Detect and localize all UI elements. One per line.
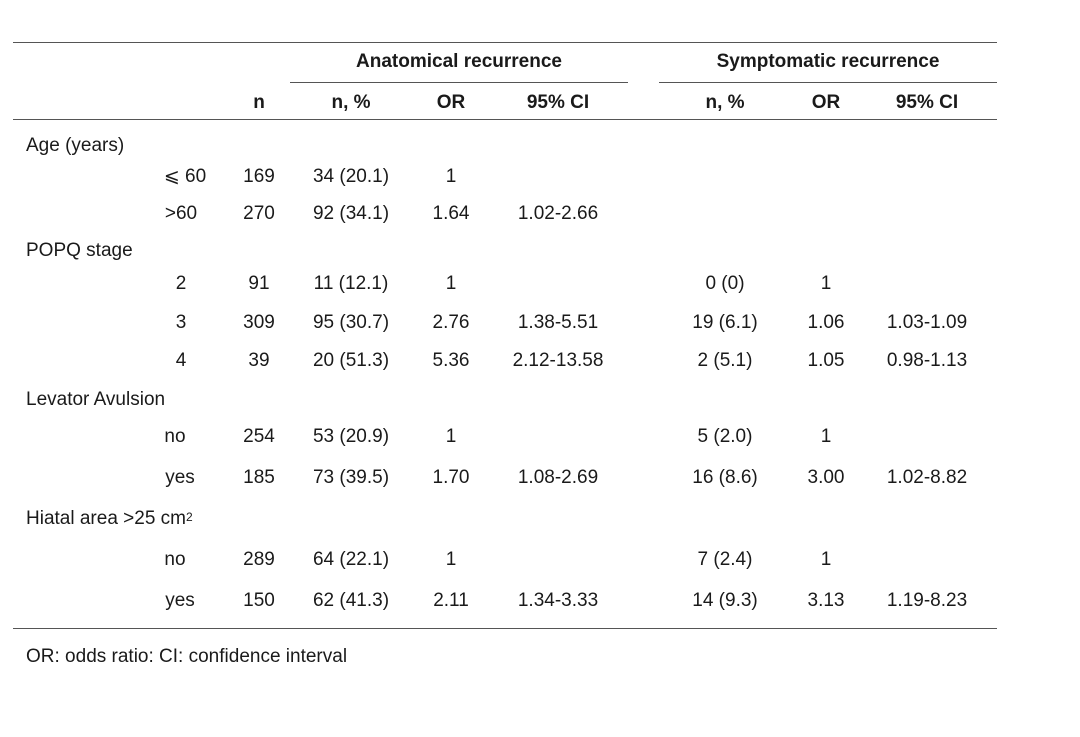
- row-anatomical-or: 1.64: [432, 203, 470, 224]
- row-anatomical-or: 1: [445, 549, 457, 570]
- row-level: ⩽ 60: [163, 166, 207, 187]
- symptomatic-group-rule: [659, 82, 997, 83]
- row-level: no: [164, 549, 186, 570]
- row-symptomatic-ci: 1.03-1.09: [886, 312, 968, 333]
- row-anatomical-or: 2.11: [433, 590, 469, 611]
- table-bottom-rule: [13, 628, 997, 629]
- row-level: >60: [164, 203, 198, 224]
- row-n: 270: [243, 203, 275, 224]
- row-symptomatic-or: 3.00: [807, 467, 845, 488]
- col-header-anatomical-or: OR: [436, 92, 466, 113]
- group-label-levator-avulsion: Levator Avulsion: [26, 389, 166, 410]
- row-symptomatic-ci: 1.19-8.23: [886, 590, 968, 611]
- header-bottom-rule: [13, 119, 997, 120]
- col-header-symptomatic-or: OR: [811, 92, 841, 113]
- row-anatomical-n-pct: 11 (12.1): [313, 273, 389, 294]
- row-symptomatic-ci: 1.02-8.82: [886, 467, 968, 488]
- row-anatomical-n-pct: 34 (20.1): [312, 166, 390, 187]
- row-symptomatic-ci: 0.98-1.13: [886, 350, 968, 371]
- col-header-n: n: [253, 92, 265, 113]
- anatomical-group-rule: [290, 82, 628, 83]
- symptomatic-recurrence-header: Symptomatic recurrence: [716, 51, 940, 72]
- row-n: 185: [243, 467, 275, 488]
- col-header-anatomical-ci: 95% CI: [526, 92, 590, 113]
- row-n: 39: [248, 350, 270, 371]
- row-symptomatic-or: 1: [820, 549, 832, 570]
- superscript-exponent: 2: [186, 510, 193, 524]
- row-n: 309: [243, 312, 275, 333]
- row-symptomatic-or: 1.05: [807, 350, 845, 371]
- row-anatomical-ci: 1.38-5.51: [517, 312, 599, 333]
- table-footnote: OR: odds ratio: CI: confidence interval: [26, 646, 348, 667]
- row-n: 289: [243, 549, 275, 570]
- col-header-symptomatic-n-pct: n, %: [705, 92, 745, 113]
- row-n: 254: [243, 426, 275, 447]
- row-n: 169: [243, 166, 275, 187]
- row-symptomatic-or: 1.06: [807, 312, 845, 333]
- row-anatomical-n-pct: 20 (51.3): [312, 350, 390, 371]
- row-anatomical-ci: 1.34-3.33: [517, 590, 599, 611]
- row-level: yes: [165, 590, 195, 611]
- col-header-symptomatic-ci: 95% CI: [895, 92, 959, 113]
- row-n: 150: [243, 590, 275, 611]
- row-symptomatic-n-pct: 0 (0): [705, 273, 745, 294]
- row-anatomical-ci: 1.08-2.69: [517, 467, 599, 488]
- row-symptomatic-or: 1: [820, 273, 832, 294]
- row-anatomical-or: 1.70: [432, 467, 470, 488]
- row-anatomical-or: 1: [445, 273, 457, 294]
- row-anatomical-n-pct: 62 (41.3): [312, 590, 390, 611]
- row-anatomical-or: 1: [445, 166, 457, 187]
- row-anatomical-ci: 1.02-2.66: [517, 203, 599, 224]
- row-anatomical-ci: 2.12-13.58: [512, 350, 604, 371]
- row-level: 2: [175, 273, 187, 294]
- row-level: 4: [175, 350, 187, 371]
- row-anatomical-n-pct: 64 (22.1): [312, 549, 390, 570]
- row-anatomical-n-pct: 92 (34.1): [312, 203, 390, 224]
- row-symptomatic-n-pct: 7 (2.4): [697, 549, 753, 570]
- group-label-popq-stage: POPQ stage: [26, 240, 133, 261]
- row-symptomatic-n-pct: 2 (5.1): [697, 350, 753, 371]
- row-anatomical-or: 2.76: [432, 312, 470, 333]
- row-symptomatic-n-pct: 14 (9.3): [692, 590, 758, 611]
- row-symptomatic-n-pct: 16 (8.6): [692, 467, 758, 488]
- row-level: yes: [165, 467, 195, 488]
- col-header-anatomical-n-pct: n, %: [331, 92, 371, 113]
- table-top-rule: [13, 42, 997, 43]
- group-label-age: Age (years): [26, 135, 125, 156]
- row-symptomatic-or: 3.13: [807, 590, 845, 611]
- row-anatomical-or: 1: [445, 426, 457, 447]
- group-label-hiatal-area: Hiatal area >25 cm2: [26, 508, 193, 529]
- row-symptomatic-n-pct: 5 (2.0): [697, 426, 753, 447]
- row-symptomatic-n-pct: 19 (6.1): [692, 312, 758, 333]
- row-anatomical-n-pct: 95 (30.7): [312, 312, 390, 333]
- anatomical-recurrence-header: Anatomical recurrence: [356, 51, 562, 72]
- row-anatomical-or: 5.36: [432, 350, 470, 371]
- row-level: 3: [175, 312, 187, 333]
- row-level: no: [164, 426, 186, 447]
- row-symptomatic-or: 1: [820, 426, 832, 447]
- row-anatomical-n-pct: 53 (20.9): [312, 426, 390, 447]
- row-n: 91: [248, 273, 270, 294]
- row-anatomical-n-pct: 73 (39.5): [312, 467, 390, 488]
